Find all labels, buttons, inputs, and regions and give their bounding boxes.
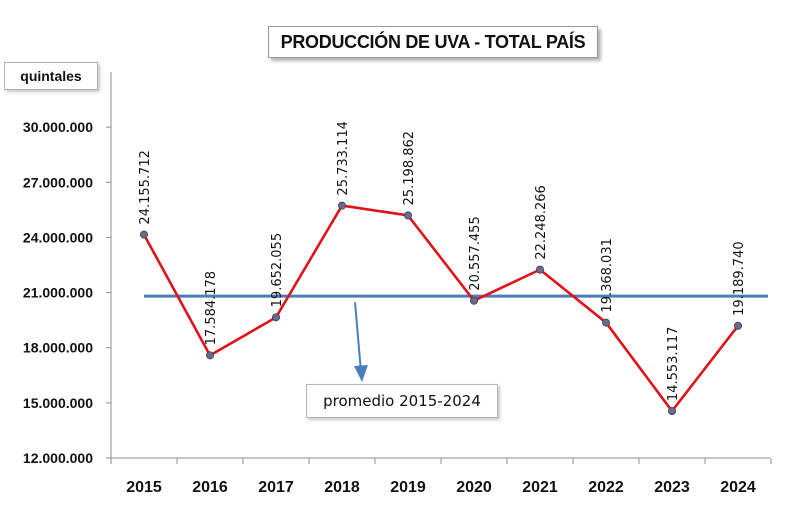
data-label: 22.248.266 — [534, 185, 549, 259]
x-tick-label: 2015 — [126, 479, 162, 496]
x-tick-label: 2016 — [192, 479, 228, 496]
data-point — [536, 265, 545, 274]
average-arrow-shaft — [354, 302, 362, 373]
data-label: 19.368.031 — [600, 238, 615, 312]
data-label: 19.652.055 — [270, 233, 285, 307]
x-tick-label: 2019 — [390, 479, 426, 496]
y-tick-label: 21.000.000 — [23, 285, 93, 301]
chart-title: PRODUCCIÓN DE UVA - TOTAL PAÍS — [268, 26, 598, 58]
data-point — [668, 407, 677, 416]
x-tick-label: 2023 — [654, 479, 690, 496]
y-tick-label: 24.000.000 — [23, 229, 93, 245]
data-point — [403, 211, 412, 220]
data-point — [734, 321, 743, 330]
y-axis-unit-label: quintales — [4, 62, 98, 90]
data-label: 25.198.862 — [402, 131, 417, 205]
x-tick-label: 2018 — [324, 479, 360, 496]
x-tick-label: 2021 — [522, 479, 558, 496]
data-label: 17.584.178 — [204, 271, 219, 345]
data-label: 19.189.740 — [732, 241, 747, 315]
series-line — [142, 204, 740, 413]
data-point — [139, 230, 148, 239]
data-point — [469, 296, 478, 305]
y-tick-label: 30.000.000 — [23, 119, 93, 135]
x-tick-label: 2017 — [258, 479, 294, 496]
average-annotation: promedio 2015-2024 — [306, 384, 498, 418]
data-label: 25.733.114 — [336, 121, 351, 195]
data-point — [602, 318, 611, 327]
data-label: 24.155.712 — [138, 150, 153, 224]
data-point — [337, 201, 346, 210]
data-point — [271, 313, 280, 322]
average-arrow-head — [354, 365, 368, 382]
y-tick-label: 18.000.000 — [23, 340, 93, 356]
y-tick-label: 15.000.000 — [23, 395, 93, 411]
y-tick-label: 27.000.000 — [23, 174, 93, 190]
x-tick-label: 2022 — [588, 479, 624, 496]
data-point — [205, 351, 214, 360]
data-label: 14.553.117 — [666, 327, 681, 401]
x-tick-label: 2020 — [456, 479, 492, 496]
y-tick-label: 12.000.000 — [23, 450, 93, 466]
data-label: 20.557.455 — [468, 216, 483, 290]
x-tick-label: 2024 — [720, 479, 756, 496]
